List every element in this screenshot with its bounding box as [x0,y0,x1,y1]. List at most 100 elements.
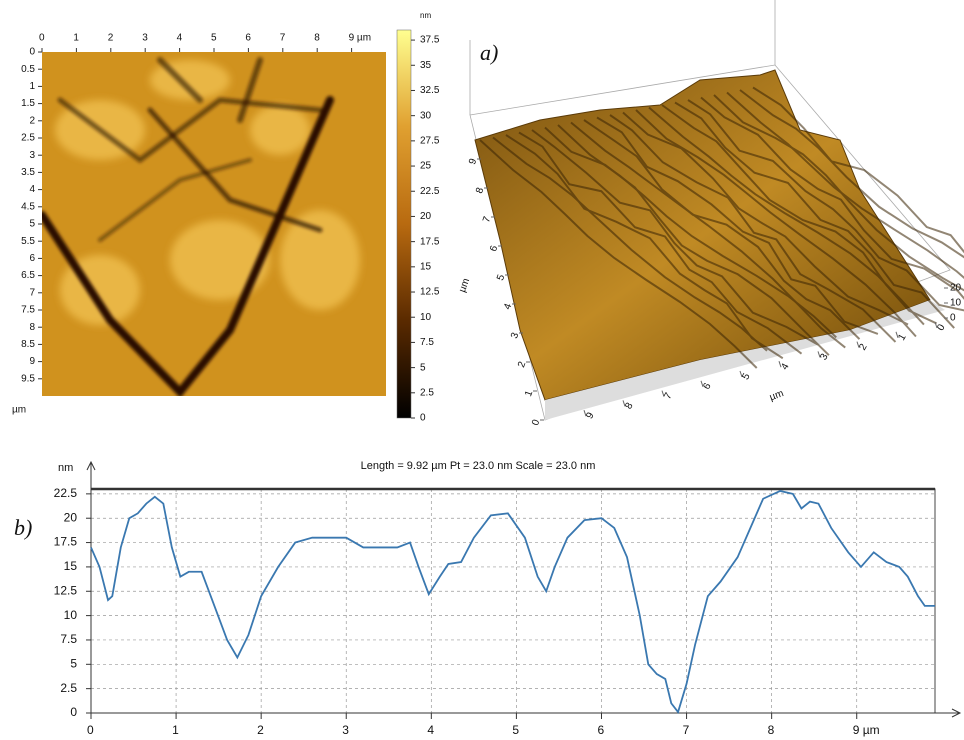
x-tick-label: 7 [280,33,286,44]
colorbar-tick-label: 27.5 [420,135,440,146]
panel-label: a) [480,40,498,65]
x-tick-label: 1 [73,33,79,44]
y-tick-label: 7 [481,215,493,224]
y-tick-label: 2.5 [21,133,35,144]
colorbar-tick-label: 10 [420,312,432,323]
y-tick-label: 3.5 [21,167,35,178]
x-tick-label: 4 [427,723,434,737]
x-tick-label: 6 [701,381,714,392]
y-tick-label: 1.5 [21,98,35,109]
z-tick-label: 20 [950,283,962,294]
y-tick-label: 5 [29,219,35,230]
x-tick-label: 5 [740,371,753,382]
x-tick-label: 3 [142,33,148,44]
x-tick-label: 8 [314,33,320,44]
y-tick-label: 8 [474,186,486,195]
y-tick-label: 10 [64,608,78,622]
x-tick-label: 6 [597,723,604,737]
x-tick-label: 0 [87,723,94,737]
x-tick-label: 4 [779,361,792,372]
y-tick-label: 7 [29,287,35,298]
y-tick-label: 4 [502,302,514,311]
afm-image [42,52,386,396]
y-tick-label: 22.5 [54,486,78,500]
y-tick-label: 8 [29,322,35,333]
x-tick-label: 5 [512,723,519,737]
x-tick-label: 1 [172,723,179,737]
y-tick-label: 6 [488,244,500,253]
profile-line [91,491,935,712]
colorbar-tick-label: 37.5 [420,35,440,46]
y-tick-label: 9 [467,157,479,166]
y-tick-label: 4.5 [21,201,35,212]
chart-title: Length = 9.92 µm Pt = 23.0 nm Scale = 23… [361,460,596,472]
y-tick-label: 15 [64,559,78,573]
y-tick-label: 6.5 [21,270,35,281]
x-tick-label: 9 µm [349,33,371,44]
y-tick-label: 2.5 [60,681,77,695]
colorbar-tick-label: 12.5 [420,287,440,298]
x-tick-label: 1 [896,332,909,343]
x-tick-label: 2 [108,33,114,44]
y-tick-label: 0 [530,418,542,427]
y-tick-label: 0.5 [21,64,35,75]
y-tick-label: 4 [29,184,35,195]
panel-label: b) [14,515,32,540]
colorbar-tick-label: 0 [420,413,426,424]
y-tick-label: 12.5 [54,583,78,597]
y-tick-label: 2 [516,360,528,369]
x-tick-label: 9 [584,410,597,421]
y-axis-label: µm [457,277,472,294]
y-tick-label: 5 [70,656,77,670]
x-axis-label: µm [768,388,785,403]
x-tick-label: 3 [342,723,349,737]
y-tick-label: 20 [64,510,78,524]
y-tick-label: 0 [29,47,35,58]
colorbar-tick-label: 17.5 [420,236,440,247]
x-tick-label: 4 [177,33,183,44]
y-tick-label: 7.5 [60,632,77,646]
y-axis-label: nm [58,462,73,474]
colorbar [397,30,411,418]
x-tick-label: 2 [857,342,870,353]
colorbar-tick-label: 5 [420,362,426,373]
x-tick-label: 8 [623,401,636,412]
x-tick-label: 3 [818,352,831,363]
y-tick-label: 9.5 [21,373,35,384]
colorbar-tick-label: 15 [420,261,432,272]
y-tick-label: 7.5 [21,305,35,316]
y-tick-label: 17.5 [54,535,78,549]
y-tick-label: 0 [70,705,77,719]
colorbar-label: nm [420,11,431,20]
colorbar-tick-label: 32.5 [420,85,440,96]
figure: a) b) 0123456789 µm00.511.522.533.544.55… [0,0,964,740]
colorbar-tick-label: 22.5 [420,186,440,197]
x-tick-label: 9 µm [853,723,880,737]
colorbar-tick-label: 2.5 [420,387,434,398]
y-tick-label: 6 [29,253,35,264]
y-tick-label: 9 [29,356,35,367]
x-tick-label: 2 [257,723,264,737]
y-tick-label: 3 [29,150,35,161]
plot-area [91,489,935,713]
y-tick-label: 2 [29,115,35,126]
y-tick-label: 5 [495,273,507,282]
x-tick-label: 0 [39,33,45,44]
y-tick-label: 1 [29,81,35,92]
y-tick-label: 8.5 [21,339,35,350]
colorbar-tick-label: 7.5 [420,337,434,348]
y-tick-label: 5.5 [21,236,35,247]
y-axis-label: µm [12,405,26,416]
x-tick-label: 7 [683,723,690,737]
colorbar-tick-label: 35 [420,60,432,71]
y-tick-label: 3 [509,331,521,340]
colorbar-tick-label: 25 [420,161,432,172]
x-tick-label: 7 [662,391,675,402]
x-tick-label: 0 [935,322,948,333]
x-tick-label: 6 [245,33,251,44]
z-tick-label: 10 [950,298,962,309]
x-tick-label: 5 [211,33,217,44]
y-tick-label: 1 [523,389,535,398]
colorbar-tick-label: 20 [420,211,432,222]
x-tick-label: 8 [768,723,775,737]
